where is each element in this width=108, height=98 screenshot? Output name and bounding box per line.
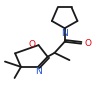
Text: O: O — [28, 40, 35, 49]
Text: O: O — [84, 39, 91, 48]
Text: N: N — [61, 29, 68, 38]
Text: N: N — [35, 67, 42, 76]
